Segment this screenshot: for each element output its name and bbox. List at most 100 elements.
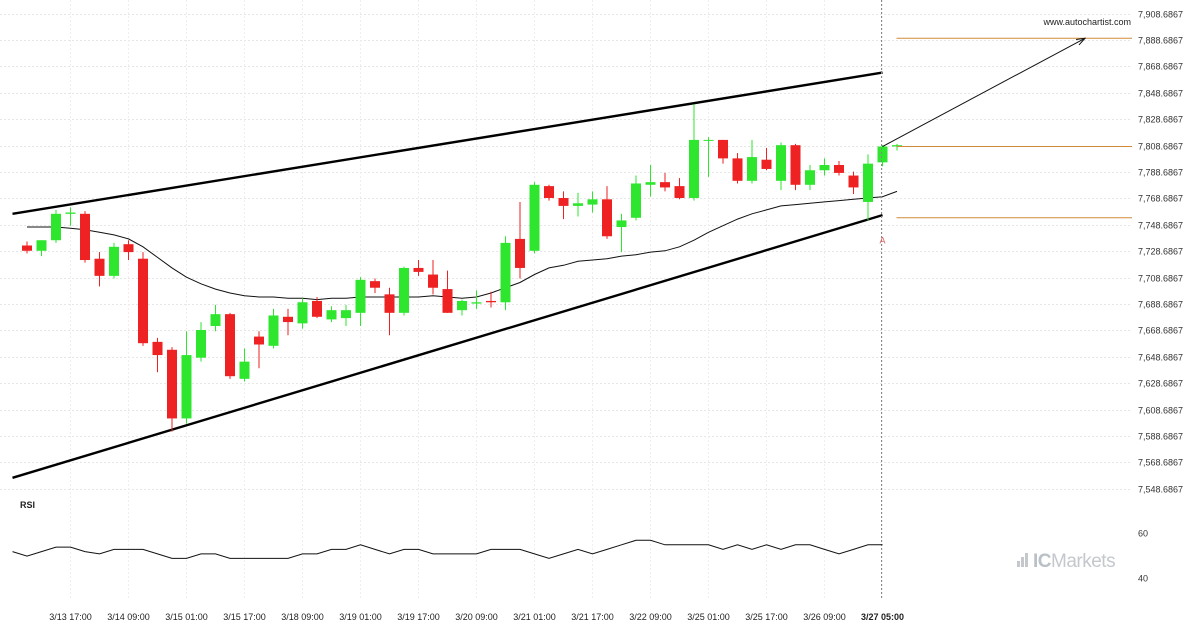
candle: [892, 143, 902, 151]
y-tick-label: 7,848.6867: [1138, 89, 1183, 99]
moving-average-line: [27, 190, 898, 301]
candle: [703, 137, 714, 177]
candle-body: [500, 242, 511, 303]
candle-body: [399, 267, 409, 313]
candle: [210, 304, 221, 332]
candle-body: [442, 289, 453, 313]
candle-body: [297, 302, 308, 324]
candle: [732, 153, 743, 184]
candle: [297, 298, 308, 329]
candle-body: [384, 294, 395, 313]
candle: [442, 270, 453, 313]
candle-body: [326, 310, 337, 320]
candle: [239, 348, 250, 382]
candle-body: [80, 213, 90, 261]
y-tick-label: 7,788.6867: [1138, 168, 1183, 178]
candle: [254, 331, 264, 369]
candle-body: [123, 244, 134, 253]
candle: [51, 209, 61, 243]
candle-body: [805, 170, 815, 185]
candle-body: [848, 175, 859, 188]
price-levels: [896, 37, 1132, 219]
candle-body: [65, 212, 76, 214]
candle: [326, 306, 337, 323]
candle: [558, 191, 569, 220]
candle: [181, 331, 192, 424]
candle: [312, 296, 322, 319]
candle-body: [370, 281, 380, 288]
candle-body: [747, 157, 757, 181]
candle: [819, 158, 830, 176]
candle: [138, 252, 148, 346]
rsi-line: [12, 539, 883, 559]
overlays: www.autochartist.com A: [880, 0, 1131, 600]
x-tick-label: 3/18 09:00: [281, 612, 324, 622]
candle-body: [732, 158, 743, 181]
candle-body: [602, 199, 612, 237]
candle: [776, 142, 786, 191]
candle-body: [558, 197, 569, 206]
y-tick-label: 7,748.6867: [1138, 221, 1183, 231]
y-tick-label: 7,648.6867: [1138, 353, 1183, 363]
candle: [471, 290, 482, 309]
candle-body: [210, 314, 221, 327]
candle: [94, 252, 105, 287]
candle: [152, 337, 163, 373]
candle: [674, 178, 685, 200]
candle: [428, 260, 438, 295]
y-tick-label: 7,828.6867: [1138, 115, 1183, 125]
candle: [457, 299, 467, 316]
x-tick-label: 3/15 17:00: [223, 612, 266, 622]
candle: [573, 192, 583, 217]
candle: [834, 161, 844, 176]
wedge-lower-line: [12, 213, 883, 479]
y-tick-label: 7,708.6867: [1138, 274, 1183, 284]
candle-body: [312, 300, 322, 317]
candle: [283, 308, 293, 336]
candle-body: [718, 139, 728, 159]
candle: [718, 139, 728, 164]
candle: [268, 308, 279, 349]
y-tick-label: 7,608.6867: [1138, 406, 1183, 416]
y-tick-label: 7,588.6867: [1138, 432, 1183, 442]
candle: [486, 291, 496, 308]
candle: [602, 186, 612, 239]
candle: [196, 322, 206, 362]
x-tick-label: 3/21 17:00: [571, 612, 614, 622]
x-tick-label: 3/25 17:00: [745, 612, 788, 622]
x-tick-label: 3/14 09:00: [107, 612, 150, 622]
rsi-tick-label: 40: [1138, 574, 1148, 584]
candle-body: [703, 139, 714, 141]
candle: [384, 287, 395, 336]
candle-body: [834, 164, 844, 173]
forecast-arrow-head: [1076, 37, 1087, 46]
y-tick-label: 7,888.6867: [1138, 36, 1183, 46]
candle: [761, 147, 772, 171]
candle: [22, 241, 32, 254]
candle: [544, 184, 554, 201]
candle: [123, 240, 134, 261]
candle: [660, 172, 670, 192]
candle: [341, 304, 351, 327]
y-tick-label: 7,908.6867: [1138, 10, 1183, 20]
candle: [225, 312, 235, 379]
candle: [370, 278, 380, 294]
candle: [36, 240, 47, 257]
candle-body: [790, 145, 801, 185]
moving-average: [27, 190, 898, 301]
x-tick-label: 3/20 09:00: [455, 612, 498, 622]
candle: [805, 164, 815, 191]
candle-body: [51, 213, 61, 241]
candle-body: [94, 258, 105, 276]
y-tick-label: 7,868.6867: [1138, 62, 1183, 72]
x-tick-label: 3/26 09:00: [803, 612, 846, 622]
brand-suffix: Markets: [1051, 551, 1116, 572]
x-tick-label: 3/27 05:00: [861, 612, 904, 622]
candle-body: [515, 238, 525, 268]
y-tick-label: 7,768.6867: [1138, 194, 1183, 204]
candle-body: [645, 182, 656, 185]
candle: [616, 213, 627, 253]
candle: [877, 145, 888, 167]
